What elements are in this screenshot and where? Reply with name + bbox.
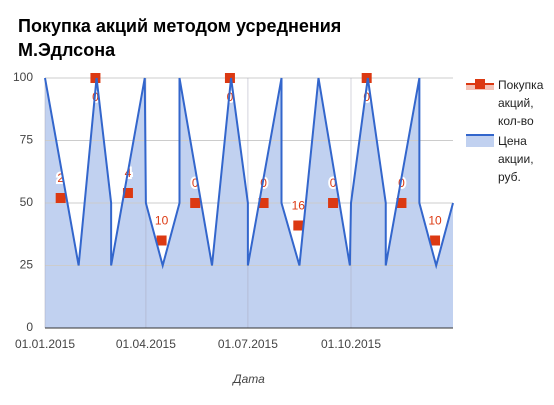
purchase-marker	[293, 220, 304, 231]
quantity-label: 0	[363, 90, 370, 104]
y-tick-label: 0	[26, 320, 33, 334]
purchase-marker	[430, 235, 441, 246]
quantity-label: 16	[292, 199, 306, 213]
quantity-label: 0	[192, 176, 199, 190]
quantity-label: 0	[398, 176, 405, 190]
x-tick-label: 01.07.2015	[218, 337, 278, 351]
purchase-marker	[122, 188, 133, 198]
purchase-marker	[396, 198, 407, 208]
purchase-marker	[90, 73, 101, 83]
y-tick-label: 75	[20, 133, 34, 147]
y-tick-label: 100	[13, 70, 33, 84]
legend-label: Покупка акций, кол-во	[498, 78, 544, 128]
quantity-label: 2	[57, 171, 64, 185]
purchase-marker	[361, 73, 372, 83]
x-axis-label: Дата	[231, 372, 265, 386]
price-line	[44, 77, 454, 270]
purchase-marker	[190, 198, 201, 208]
x-tick-label: 01.10.2015	[321, 337, 381, 351]
purchase-marker	[55, 193, 66, 203]
quantity-label: 10	[155, 214, 169, 228]
purchase-marker	[258, 198, 269, 208]
purchase-marker	[328, 198, 339, 208]
purchase-marker	[224, 73, 235, 83]
quantity-label: 0	[330, 176, 337, 190]
quantity-label: 0	[260, 176, 267, 190]
quantity-label: 10	[428, 214, 442, 228]
x-tick-label: 01.01.2015	[15, 337, 75, 351]
legend-swatch	[466, 135, 494, 147]
chart-title: Покупка акций методом усреднения М.Эдлсо…	[18, 16, 342, 60]
y-tick-label: 50	[20, 195, 34, 209]
x-tick-label: 01.04.2015	[116, 337, 176, 351]
legend-marker	[475, 79, 485, 89]
purchase-marker	[156, 235, 167, 246]
legend-label: Цена акции, руб.	[498, 134, 534, 184]
y-tick-label: 25	[20, 258, 34, 272]
